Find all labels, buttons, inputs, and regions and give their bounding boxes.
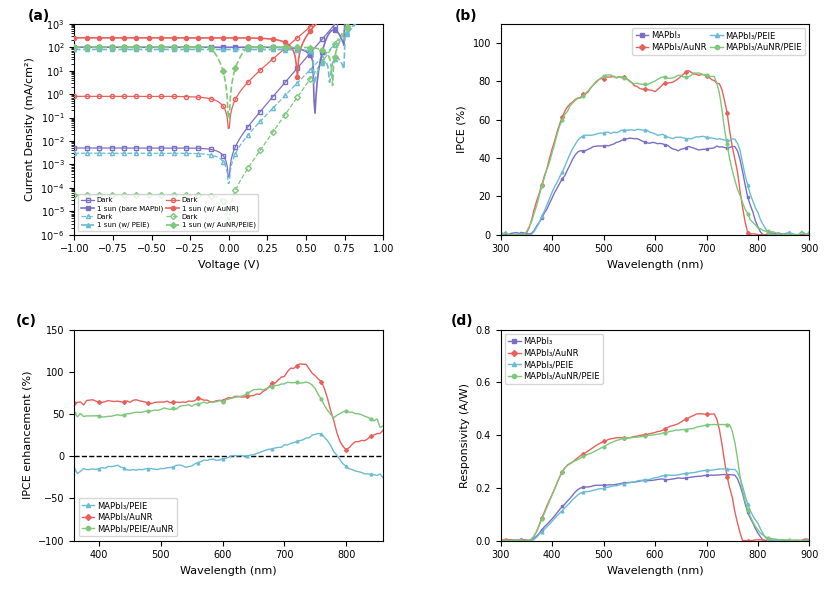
Text: (b): (b) [454,8,477,23]
Y-axis label: Responsivity (A/W): Responsivity (A/W) [460,383,470,488]
Text: (c): (c) [16,314,36,328]
X-axis label: Voltage (V): Voltage (V) [198,260,259,270]
Y-axis label: IPCE (%): IPCE (%) [457,105,467,153]
Legend: MAPbI₃/PEIE, MAPbI₃/AuNR, MAPbI₃/PEIE/AuNR: MAPbI₃/PEIE, MAPbI₃/AuNR, MAPbI₃/PEIE/Au… [78,498,177,536]
X-axis label: Wavelength (nm): Wavelength (nm) [607,260,704,270]
Legend: Dark, 1 sun (bare MAPbI), Dark, 1 sun (w/ PEIE), Dark, 1 sun (w/ AuNR), Dark, 1 : Dark, 1 sun (bare MAPbI), Dark, 1 sun (w… [78,194,259,231]
X-axis label: Wavelength (nm): Wavelength (nm) [607,566,704,576]
Legend: MAPbI₃, MAPbI₃/AuNR, MAPbI₃/PEIE, MAPbI₃/AuNR/PEIE: MAPbI₃, MAPbI₃/AuNR, MAPbI₃/PEIE, MAPbI₃… [633,28,805,55]
Text: (d): (d) [451,314,474,328]
Y-axis label: IPCE enhancement (%): IPCE enhancement (%) [22,371,32,500]
Text: (a): (a) [28,8,50,23]
Y-axis label: Current Density (mA/cm²): Current Density (mA/cm²) [25,57,35,201]
X-axis label: Wavelength (nm): Wavelength (nm) [180,566,277,576]
Legend: MAPbI₃, MAPbI₃/AuNR, MAPbI₃/PEIE, MAPbI₃/AuNR/PEIE: MAPbI₃, MAPbI₃/AuNR, MAPbI₃/PEIE, MAPbI₃… [505,334,603,384]
